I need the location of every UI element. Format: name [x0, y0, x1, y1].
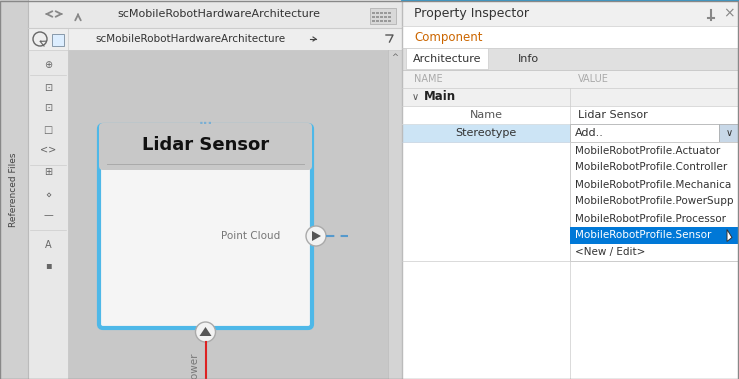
Text: Architecture: Architecture	[413, 54, 481, 64]
Bar	[388, 19, 391, 22]
Bar	[107, 133, 304, 164]
Bar	[402, 0, 739, 379]
Text: Name: Name	[469, 110, 503, 120]
Bar	[376, 11, 379, 14]
Bar	[388, 50, 402, 379]
Text: Info: Info	[517, 54, 539, 64]
Text: Referenced Files: Referenced Files	[10, 152, 18, 227]
Bar	[0, 0, 402, 379]
Text: MobileRobotProfile.Sensor: MobileRobotProfile.Sensor	[575, 230, 712, 241]
Text: ∨: ∨	[412, 92, 419, 102]
Text: Power: Power	[188, 352, 199, 379]
Bar	[68, 50, 388, 379]
Text: MobileRobotProfile.Controller: MobileRobotProfile.Controller	[575, 163, 727, 172]
Bar	[402, 26, 739, 48]
Bar	[402, 0, 739, 26]
Text: ⊕: ⊕	[44, 60, 52, 70]
Bar	[719, 124, 739, 142]
Text: □: □	[44, 125, 52, 135]
Text: NAME: NAME	[414, 74, 443, 84]
Bar	[376, 19, 379, 22]
Text: MobileRobotProfile.Actuator: MobileRobotProfile.Actuator	[575, 146, 721, 155]
Text: ∨: ∨	[726, 128, 732, 138]
Text: Component: Component	[414, 30, 483, 44]
Bar	[372, 19, 375, 22]
Text: —: —	[43, 210, 53, 220]
Text: VALUE: VALUE	[578, 74, 609, 84]
Bar	[406, 48, 488, 69]
Bar	[570, 124, 719, 142]
Bar	[376, 16, 379, 18]
Bar	[28, 0, 402, 28]
Polygon shape	[200, 327, 211, 336]
Text: Add..: Add..	[575, 128, 604, 138]
Text: <>: <>	[40, 145, 56, 155]
Text: Main: Main	[424, 91, 456, 103]
Bar	[402, 88, 739, 106]
FancyBboxPatch shape	[99, 123, 312, 170]
Bar	[384, 16, 387, 18]
Text: ⊡: ⊡	[44, 83, 52, 93]
Text: Lidar Sensor: Lidar Sensor	[578, 110, 648, 120]
Text: <New / Edit>: <New / Edit>	[575, 247, 645, 257]
Polygon shape	[727, 230, 732, 241]
Bar	[402, 124, 739, 142]
Text: ▪: ▪	[44, 260, 51, 270]
Bar	[402, 261, 739, 379]
Bar	[388, 16, 391, 18]
Circle shape	[196, 322, 216, 342]
Bar	[0, 0, 28, 379]
Bar	[28, 0, 68, 379]
Bar	[370, 8, 396, 24]
Text: MobileRobotProfile.Processor: MobileRobotProfile.Processor	[575, 213, 726, 224]
Bar	[402, 70, 739, 88]
Text: scMobileRobotHardwareArchitecture: scMobileRobotHardwareArchitecture	[118, 9, 321, 19]
FancyBboxPatch shape	[99, 125, 312, 328]
Bar	[28, 28, 402, 50]
Bar	[380, 11, 383, 14]
Bar	[107, 149, 304, 166]
Text: A: A	[44, 240, 51, 250]
Text: Lidar Sensor: Lidar Sensor	[142, 136, 269, 153]
Text: ...: ...	[198, 114, 213, 127]
Bar	[384, 19, 387, 22]
Text: MobileRobotProfile.Mechanica: MobileRobotProfile.Mechanica	[575, 180, 732, 190]
Bar	[388, 11, 391, 14]
Bar	[52, 34, 64, 46]
Text: scMobileRobotHardwareArchitecture: scMobileRobotHardwareArchitecture	[95, 34, 285, 44]
Text: Stereotype: Stereotype	[455, 128, 517, 138]
Text: ⊡: ⊡	[44, 103, 52, 113]
Bar	[570, 227, 739, 244]
Bar	[402, 106, 739, 124]
Text: Point Cloud: Point Cloud	[221, 231, 280, 241]
Text: ⋄: ⋄	[45, 190, 51, 200]
Bar	[570, 142, 739, 261]
Text: ⊞: ⊞	[44, 167, 52, 177]
Bar	[380, 19, 383, 22]
Text: MobileRobotProfile.PowerSupp: MobileRobotProfile.PowerSupp	[575, 196, 734, 207]
Text: Property Inspector: Property Inspector	[414, 6, 529, 19]
Bar	[372, 11, 375, 14]
Bar	[402, 48, 739, 70]
Bar	[372, 16, 375, 18]
Text: ×: ×	[723, 6, 735, 20]
Bar	[380, 16, 383, 18]
Bar	[384, 11, 387, 14]
Circle shape	[306, 226, 326, 246]
Text: ^: ^	[392, 53, 398, 63]
Polygon shape	[312, 231, 321, 241]
